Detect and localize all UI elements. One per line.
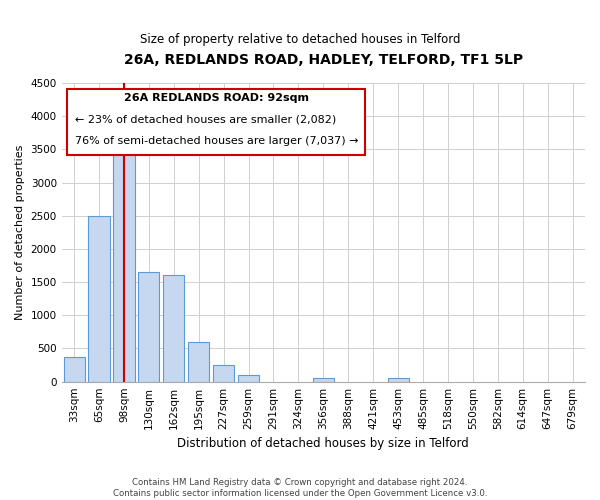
Bar <box>188 342 209 382</box>
X-axis label: Distribution of detached houses by size in Telford: Distribution of detached houses by size … <box>178 437 469 450</box>
Bar <box>213 366 234 382</box>
Bar <box>313 378 334 382</box>
Bar <box>163 276 184 382</box>
Text: Contains HM Land Registry data © Crown copyright and database right 2024.
Contai: Contains HM Land Registry data © Crown c… <box>113 478 487 498</box>
Title: 26A, REDLANDS ROAD, HADLEY, TELFORD, TF1 5LP: 26A, REDLANDS ROAD, HADLEY, TELFORD, TF1… <box>124 52 523 66</box>
FancyBboxPatch shape <box>67 89 365 154</box>
Bar <box>88 216 110 382</box>
Y-axis label: Number of detached properties: Number of detached properties <box>15 144 25 320</box>
Bar <box>238 375 259 382</box>
Bar <box>113 132 134 382</box>
Bar <box>64 357 85 382</box>
Text: Size of property relative to detached houses in Telford: Size of property relative to detached ho… <box>140 32 460 46</box>
Text: 26A REDLANDS ROAD: 92sqm: 26A REDLANDS ROAD: 92sqm <box>124 94 308 104</box>
Text: ← 23% of detached houses are smaller (2,082): ← 23% of detached houses are smaller (2,… <box>75 115 336 125</box>
Bar <box>388 378 409 382</box>
Text: 76% of semi-detached houses are larger (7,037) →: 76% of semi-detached houses are larger (… <box>75 136 358 146</box>
Bar <box>138 272 160 382</box>
